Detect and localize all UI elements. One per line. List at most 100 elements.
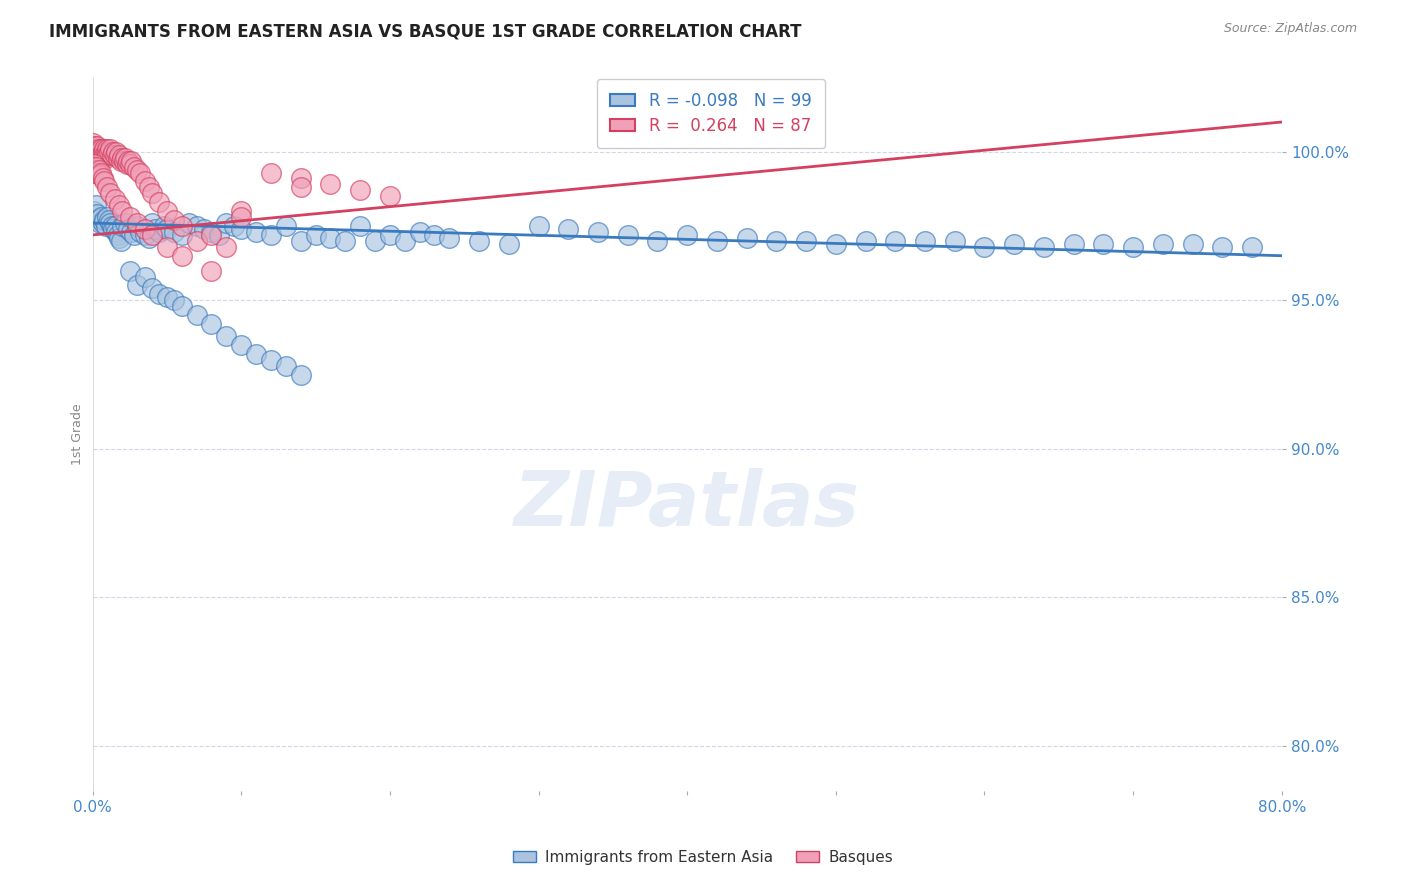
Point: [117, 153, 139, 168]
Point: [141, 216, 163, 230]
Point: [1181, 236, 1204, 251]
Point: [104, 219, 127, 233]
Point: [1032, 240, 1054, 254]
Point: [86, 165, 108, 179]
Point: [335, 234, 357, 248]
Point: [127, 278, 149, 293]
Point: [141, 281, 163, 295]
Point: [122, 160, 145, 174]
Point: [101, 147, 124, 161]
Point: [1211, 240, 1233, 254]
Point: [215, 216, 238, 230]
Point: [104, 192, 127, 206]
Point: [200, 225, 222, 239]
Point: [101, 219, 124, 233]
Point: [97, 145, 120, 159]
Point: [378, 227, 401, 242]
Point: [186, 219, 208, 233]
Point: [94, 219, 117, 233]
Point: [110, 234, 132, 248]
Point: [1241, 240, 1264, 254]
Point: [378, 189, 401, 203]
Point: [97, 213, 120, 227]
Point: [231, 204, 253, 219]
Point: [143, 222, 166, 236]
Point: [82, 147, 104, 161]
Point: [735, 231, 758, 245]
Point: [84, 142, 107, 156]
Point: [93, 213, 115, 227]
Point: [943, 234, 966, 248]
Point: [245, 225, 267, 239]
Point: [1122, 240, 1144, 254]
Point: [105, 145, 128, 159]
Point: [134, 174, 156, 188]
Point: [82, 136, 104, 150]
Point: [120, 153, 142, 168]
Point: [90, 210, 112, 224]
Point: [107, 151, 129, 165]
Point: [103, 145, 125, 159]
Point: [87, 142, 110, 156]
Point: [87, 147, 110, 161]
Point: [83, 151, 105, 165]
Point: [91, 171, 114, 186]
Text: ZIPatlas: ZIPatlas: [515, 468, 860, 542]
Point: [89, 151, 111, 165]
Point: [676, 227, 699, 242]
Point: [148, 225, 170, 239]
Point: [1092, 236, 1115, 251]
Point: [141, 186, 163, 201]
Point: [110, 153, 132, 168]
Point: [129, 225, 152, 239]
Point: [91, 151, 114, 165]
Point: [423, 227, 446, 242]
Point: [96, 147, 118, 161]
Point: [120, 225, 142, 239]
Point: [105, 225, 128, 239]
Point: [112, 153, 135, 168]
Point: [274, 219, 297, 233]
Point: [118, 263, 141, 277]
Point: [215, 240, 238, 254]
Point: [129, 165, 152, 179]
Point: [193, 222, 215, 236]
Point: [104, 147, 127, 161]
Point: [222, 219, 245, 233]
Point: [100, 216, 122, 230]
Point: [134, 222, 156, 236]
Point: [394, 234, 416, 248]
Point: [186, 308, 208, 322]
Point: [141, 227, 163, 242]
Point: [93, 142, 115, 156]
Point: [84, 147, 107, 161]
Point: [108, 198, 131, 212]
Point: [89, 145, 111, 159]
Point: [1063, 236, 1085, 251]
Point: [91, 145, 114, 159]
Point: [127, 216, 149, 230]
Point: [83, 162, 105, 177]
Legend: Immigrants from Eastern Asia, Basques: Immigrants from Eastern Asia, Basques: [508, 844, 898, 871]
Text: Source: ZipAtlas.com: Source: ZipAtlas.com: [1223, 22, 1357, 36]
Point: [304, 227, 326, 242]
Point: [84, 160, 107, 174]
Point: [884, 234, 907, 248]
Point: [134, 227, 156, 242]
Point: [498, 236, 520, 251]
Point: [82, 160, 104, 174]
Point: [364, 234, 387, 248]
Point: [100, 142, 122, 156]
Point: [156, 204, 179, 219]
Point: [765, 234, 787, 248]
Point: [117, 222, 139, 236]
Point: [557, 222, 579, 236]
Point: [156, 222, 179, 236]
Point: [647, 234, 669, 248]
Point: [86, 207, 108, 221]
Point: [208, 227, 231, 242]
Point: [82, 165, 104, 179]
Point: [153, 219, 176, 233]
Point: [89, 216, 111, 230]
Point: [231, 210, 253, 224]
